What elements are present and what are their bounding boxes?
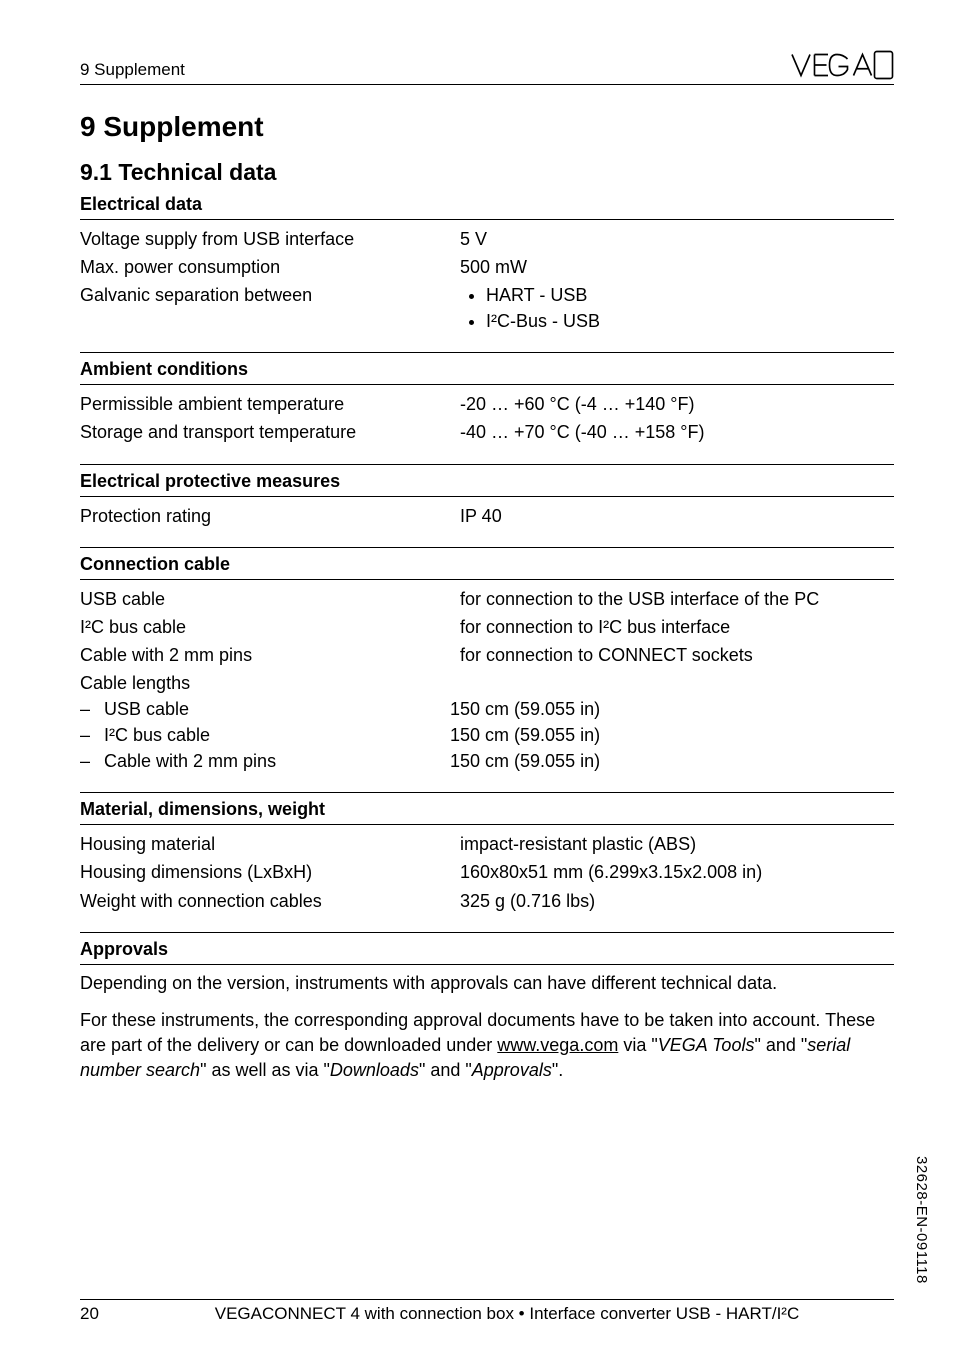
kv-row: Cable lengths [80, 670, 894, 696]
kv-val: IP 40 [460, 503, 894, 529]
italic-text: Approvals [472, 1060, 552, 1080]
approvals-p1: Depending on the version, instruments wi… [80, 971, 894, 996]
sub-key: USB cable [104, 696, 450, 722]
kv-val: 325 g (0.716 lbs) [460, 888, 894, 914]
divider [80, 824, 894, 825]
running-header-text: 9 Supplement [80, 60, 185, 80]
divider [80, 464, 894, 465]
kv-row: Galvanic separation between HART - USB I… [80, 282, 894, 334]
kv-val: HART - USB I²C-Bus - USB [460, 282, 894, 334]
text: ". [552, 1060, 563, 1080]
bullet-list: HART - USB I²C-Bus - USB [460, 282, 894, 334]
divider [80, 384, 894, 385]
kv-val: impact-resistant plastic (ABS) [460, 831, 894, 857]
kv-key: Storage and transport temperature [80, 419, 460, 445]
dash-icon: – [80, 696, 104, 722]
sub-key: I²C bus cable [104, 722, 450, 748]
kv-row: Weight with connection cables 325 g (0.7… [80, 888, 894, 914]
vega-logo-icon [789, 50, 894, 80]
kv-key: Cable lengths [80, 670, 460, 696]
kv-key: Voltage supply from USB interface [80, 226, 460, 252]
sub-row: – Cable with 2 mm pins 150 cm (59.055 in… [80, 748, 894, 774]
sub-val: 150 cm (59.055 in) [450, 748, 894, 774]
divider [80, 579, 894, 580]
sub-val: 150 cm (59.055 in) [450, 722, 894, 748]
kv-key: Protection rating [80, 503, 460, 529]
dash-icon: – [80, 722, 104, 748]
divider [80, 964, 894, 965]
sub-key: Cable with 2 mm pins [104, 748, 450, 774]
block-heading-ambient: Ambient conditions [80, 359, 894, 380]
sub-val: 150 cm (59.055 in) [450, 696, 894, 722]
kv-row: Protection rating IP 40 [80, 503, 894, 529]
kv-row: Permissible ambient temperature -20 … +6… [80, 391, 894, 417]
block-heading-electrical: Electrical data [80, 194, 894, 215]
divider [80, 219, 894, 220]
divider [80, 352, 894, 353]
block-heading-approvals: Approvals [80, 939, 894, 960]
bullet-item: HART - USB [486, 282, 894, 308]
bullet-item: I²C-Bus - USB [486, 308, 894, 334]
kv-val: for connection to I²C bus interface [460, 614, 894, 640]
kv-key: Cable with 2 mm pins [80, 642, 460, 668]
kv-row: Housing dimensions (LxBxH) 160x80x51 mm … [80, 859, 894, 885]
footer-page-number: 20 [80, 1304, 120, 1324]
kv-row: Housing material impact-resistant plasti… [80, 831, 894, 857]
section-title: 9 Supplement [80, 111, 894, 143]
text: " and " [754, 1035, 807, 1055]
divider [80, 547, 894, 548]
kv-key: Housing material [80, 831, 460, 857]
kv-row: I²C bus cable for connection to I²C bus … [80, 614, 894, 640]
side-doc-code: 32628-EN-091118 [913, 1156, 930, 1284]
divider [80, 792, 894, 793]
kv-val: for connection to the USB interface of t… [460, 586, 894, 612]
sub-row: – I²C bus cable 150 cm (59.055 in) [80, 722, 894, 748]
footer-text: VEGACONNECT 4 with connection box • Inte… [120, 1304, 894, 1324]
running-header: 9 Supplement [80, 50, 894, 85]
link-text: www.vega.com [497, 1035, 618, 1055]
kv-row: Max. power consumption 500 mW [80, 254, 894, 280]
approvals-p2: For these instruments, the corresponding… [80, 1008, 894, 1084]
kv-val: for connection to CONNECT sockets [460, 642, 894, 668]
text: via " [618, 1035, 657, 1055]
page: 9 Supplement 9 Supplement 9.1 Technical … [0, 0, 954, 1354]
italic-text: VEGA Tools [658, 1035, 755, 1055]
text: " and " [419, 1060, 472, 1080]
text: " as well as via " [200, 1060, 330, 1080]
block-heading-material: Material, dimensions, weight [80, 799, 894, 820]
italic-text: Downloads [330, 1060, 419, 1080]
kv-key: USB cable [80, 586, 460, 612]
subsection-title: 9.1 Technical data [80, 159, 894, 186]
kv-row: Voltage supply from USB interface 5 V [80, 226, 894, 252]
block-heading-protective: Electrical protective measures [80, 471, 894, 492]
kv-val: -40 … +70 °C (-40 … +158 °F) [460, 419, 894, 445]
kv-val: 500 mW [460, 254, 894, 280]
kv-key: Weight with connection cables [80, 888, 460, 914]
kv-val: 160x80x51 mm (6.299x3.15x2.008 in) [460, 859, 894, 885]
kv-row: USB cable for connection to the USB inte… [80, 586, 894, 612]
kv-key: Permissible ambient temperature [80, 391, 460, 417]
kv-row: Cable with 2 mm pins for connection to C… [80, 642, 894, 668]
kv-key: Galvanic separation between [80, 282, 460, 308]
divider [80, 932, 894, 933]
block-heading-connection: Connection cable [80, 554, 894, 575]
kv-val: -20 … +60 °C (-4 … +140 °F) [460, 391, 894, 417]
kv-key: Housing dimensions (LxBxH) [80, 859, 460, 885]
kv-key: I²C bus cable [80, 614, 460, 640]
divider [80, 496, 894, 497]
dash-icon: – [80, 748, 104, 774]
kv-key: Max. power consumption [80, 254, 460, 280]
kv-val: 5 V [460, 226, 894, 252]
kv-row: Storage and transport temperature -40 … … [80, 419, 894, 445]
page-footer: 20 VEGACONNECT 4 with connection box • I… [80, 1299, 894, 1324]
sub-row: – USB cable 150 cm (59.055 in) [80, 696, 894, 722]
